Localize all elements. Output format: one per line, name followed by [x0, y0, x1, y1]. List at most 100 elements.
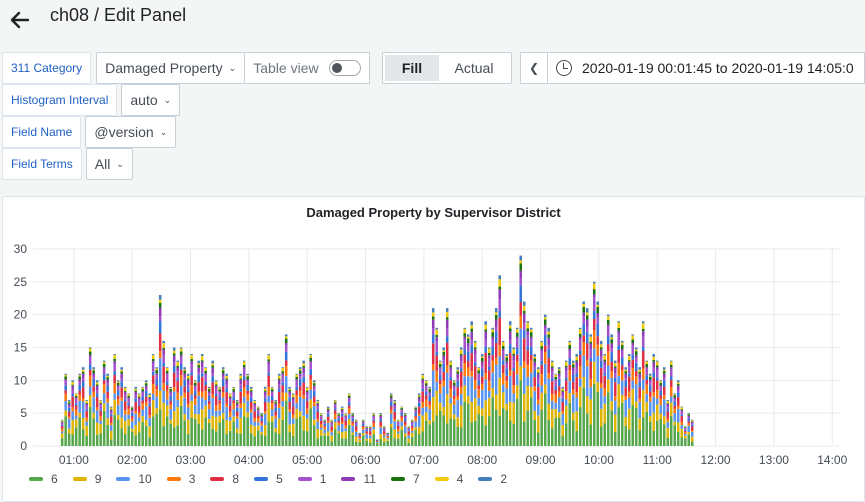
bar-segment-3 [74, 409, 78, 416]
bar-segment-1 [666, 406, 669, 410]
bar-segment-4 [225, 375, 228, 379]
bar-segment-9 [505, 403, 508, 411]
bar-segment-7 [309, 357, 312, 362]
bar-segment-3 [599, 383, 603, 389]
bar-segment-11 [74, 397, 78, 399]
bar-segment-9 [88, 395, 92, 407]
bar-segment-2 [316, 400, 319, 402]
bar-segment-6 [326, 436, 330, 446]
arrow-left-icon[interactable] [8, 8, 32, 32]
bar-segment-10 [288, 411, 291, 425]
bar-segment-8 [169, 401, 172, 405]
bar-segment-3 [183, 392, 186, 398]
bar-segment-7 [438, 363, 442, 368]
actual-button[interactable]: Actual [454, 60, 494, 76]
bar-segment-6 [260, 434, 263, 446]
bar-segment-8 [78, 390, 81, 395]
bar-segment-11 [232, 391, 235, 393]
bar-segment-8 [200, 376, 204, 392]
bar-segment-11 [452, 385, 456, 387]
bar-segment-10 [410, 430, 414, 433]
legend-item[interactable]: 5 [254, 472, 283, 486]
bar-segment-8 [123, 401, 127, 411]
category-select[interactable]: Damaged Property ⌄ [96, 52, 246, 84]
bar-segment-4 [197, 363, 200, 365]
bar-segment-6 [666, 438, 669, 446]
legend-item[interactable]: 4 [434, 472, 463, 486]
field-name-select[interactable]: @version ⌄ [85, 116, 177, 148]
bar-segment-1 [365, 428, 368, 430]
bar-segment-1 [232, 392, 235, 397]
bar-segment-7 [589, 341, 592, 344]
bar-segment-7 [634, 351, 638, 356]
bar-segment-8 [67, 411, 71, 417]
legend-item[interactable]: 2 [478, 472, 507, 486]
bar-segment-11 [470, 331, 473, 340]
bar-segment-7 [428, 389, 431, 392]
bar-segment-3 [505, 380, 508, 389]
bar-segment-6 [505, 410, 508, 446]
bar-segment-7 [491, 332, 494, 337]
interval-select[interactable]: auto ⌄ [121, 84, 181, 116]
bar-segment-1 [347, 398, 351, 403]
chevron-down-icon: ⌄ [163, 94, 172, 105]
legend-label: 11 [363, 472, 376, 486]
bar-segment-9 [627, 408, 631, 430]
bar-segment-4 [270, 387, 274, 390]
legend-swatch [116, 477, 131, 481]
legend-item[interactable]: 3 [166, 472, 195, 486]
legend-item[interactable]: 7 [390, 472, 420, 486]
legend-item[interactable]: 10 [116, 472, 152, 486]
time-range-back-button[interactable]: ❮ [520, 52, 548, 84]
bar-segment-3 [176, 392, 179, 401]
bar-segment-9 [305, 418, 309, 432]
bar-segment-7 [319, 414, 323, 416]
legend-item[interactable]: 8 [210, 472, 239, 486]
bar-segment-11 [347, 397, 351, 399]
time-range-picker[interactable]: 2020-01-19 00:01:45 to 2020-01-19 14:05:… [548, 52, 865, 84]
bar-segment-3 [88, 375, 92, 387]
bar-segment-6 [235, 433, 239, 446]
bar-segment-2 [169, 386, 172, 389]
bar-segment-3 [130, 418, 134, 422]
bar-segment-9 [666, 427, 669, 439]
legend-item[interactable]: 9 [72, 472, 101, 486]
bar-segment-1 [106, 383, 109, 386]
bar-segment-5 [204, 381, 207, 386]
bar-segment-5 [200, 373, 204, 377]
bar-segment-4 [498, 279, 501, 287]
bar-segment-2 [274, 400, 277, 402]
bar-segment-5 [659, 390, 662, 396]
bar-segment-2 [498, 275, 501, 280]
bar-segment-11 [435, 337, 438, 342]
bar-segment-1 [638, 378, 641, 382]
bar-segment-4 [274, 401, 277, 403]
bar-segment-11 [123, 391, 127, 395]
bar-segment-11 [92, 373, 95, 377]
bar-segment-3 [190, 385, 193, 395]
legend-item[interactable]: 6 [29, 472, 58, 486]
legend-item[interactable]: 1 [297, 472, 326, 486]
bar-segment-5 [302, 376, 305, 383]
bar-segment-3 [242, 387, 246, 397]
table-view-switch[interactable] [328, 60, 361, 76]
bar-segment-4 [508, 325, 512, 329]
bar-segment-10 [106, 402, 109, 419]
bar-segment-4 [134, 388, 137, 391]
bar-segment-3 [344, 425, 347, 429]
bar-segment-5 [242, 376, 246, 381]
bar-segment-2 [228, 393, 232, 395]
bar-segment-5 [606, 336, 610, 345]
bar-segment-7 [613, 366, 617, 368]
legend-item[interactable]: 11 [341, 472, 376, 486]
bar-segment-10 [207, 409, 211, 420]
fill-button[interactable]: Fill [385, 55, 439, 81]
bar-segment-2 [382, 426, 386, 427]
bar-segment-2 [393, 400, 396, 402]
bar-segment-8 [676, 397, 680, 406]
bar-segment-10 [659, 405, 662, 414]
field-terms-select[interactable]: All ⌄ [85, 148, 133, 180]
bar-segment-2 [442, 347, 445, 351]
bar-segment-5 [648, 385, 652, 392]
bar-segment-6 [179, 405, 183, 446]
